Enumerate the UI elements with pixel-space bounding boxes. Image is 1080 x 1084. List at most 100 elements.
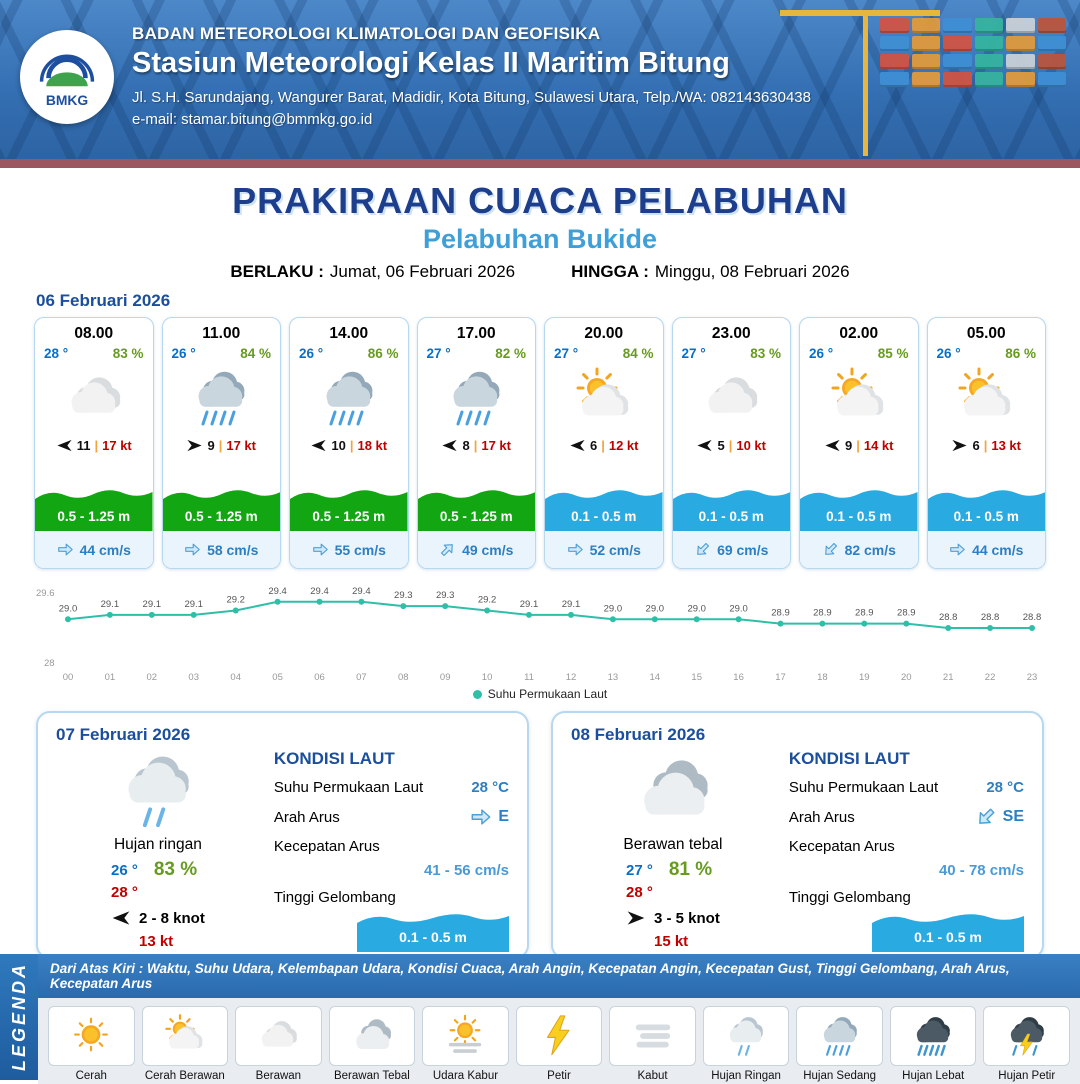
legend-label: Berawan [255, 1070, 302, 1082]
sea-conditions-column: KONDISI LAUT Suhu Permukaan Laut 28 °C A… [775, 747, 1024, 952]
svg-text:22: 22 [985, 672, 996, 683]
air-temp: 26 ° [936, 346, 961, 361]
container-block [943, 18, 972, 33]
wind-row: 6 | 13 kt [928, 435, 1046, 460]
valid-from-date: Jumat, 06 Februari 2026 [329, 262, 516, 281]
weather-icon-kabut [609, 1006, 696, 1066]
separator: | [218, 438, 223, 453]
daily-stats: 27 ° 81 % 28 ° 3 - 5 knot 15 kt [626, 859, 720, 950]
temp-min: 27 ° [625, 862, 653, 879]
separator: | [473, 438, 478, 453]
svg-text:09: 09 [440, 672, 451, 683]
container-block [880, 54, 909, 69]
current-row: 44 cm/s [35, 531, 153, 568]
svg-text:13: 13 [608, 672, 619, 683]
legend-label: Hujan Sedang [803, 1070, 877, 1082]
wave-height: 0.5 - 1.25 m [439, 509, 513, 524]
bmkg-logo-text: BMKG [46, 92, 88, 108]
svg-text:29.2: 29.2 [478, 595, 497, 606]
forecast-card: 17.00 27 ° 82 % 8 | 17 kt 0.5 - 1.25 m 49 c… [416, 317, 536, 569]
air-temp: 26 ° [171, 346, 196, 361]
current-direction-arrow [970, 801, 1001, 832]
wind-direction-arrow [696, 437, 713, 454]
svg-text:29.0: 29.0 [687, 603, 706, 614]
wind-gust: 18 kt [357, 438, 388, 453]
weather-icon-hujan-petir [983, 1006, 1071, 1066]
svg-text:28.8: 28.8 [939, 612, 958, 623]
wind-speed: 6 [589, 438, 598, 453]
wind-direction-arrow [626, 908, 646, 928]
legend-label: Berawan Tebal [333, 1070, 410, 1082]
sst-label: Suhu Permukaan Laut [273, 779, 424, 796]
legend-label: Kabut [637, 1070, 668, 1082]
wind-row: 9 | 17 kt [163, 435, 281, 460]
forecast-card: 23.00 27 ° 83 % 5 | 10 kt 0.1 - 0.5 m 69 cm… [671, 317, 791, 569]
daily-body: Hujan ringan 26 ° 83 % 28 ° 2 - 8 knot 1… [56, 747, 509, 952]
daily-card-08-feb: 08 Februari 2026 Berawan tebal 27 ° 81 %… [551, 711, 1044, 959]
svg-text:29.0: 29.0 [59, 603, 78, 614]
wind-gust: 17 kt [481, 438, 511, 453]
container-block [974, 18, 1003, 33]
svg-text:29.0: 29.0 [646, 603, 665, 614]
wind-speed: 10 [331, 438, 346, 453]
daily-weather-column: Berawan tebal 27 ° 81 % 28 ° 3 - 5 knot … [571, 747, 775, 952]
weather-icon [631, 747, 715, 835]
legend-item: Kabut [609, 1006, 696, 1082]
svg-text:15: 15 [691, 672, 702, 683]
svg-text:28.9: 28.9 [771, 608, 790, 619]
current-speed: 58 cm/s [207, 541, 259, 558]
svg-text:12: 12 [566, 672, 577, 683]
wind-gust: 17 kt [226, 438, 256, 453]
port-name: Pelabuhan Bukide [422, 224, 658, 254]
quay-strip [0, 159, 1080, 168]
legend-title-bar: LEGENDA [0, 954, 38, 1080]
forecast-time: 11.00 [202, 325, 241, 342]
weather-icon-berawan [35, 361, 153, 435]
sea-conditions-heading: KONDISI LAUT [788, 749, 910, 768]
temp-humidity-row: 27 ° 83 % [673, 343, 791, 361]
sea-conditions-heading: KONDISI LAUT [273, 749, 395, 768]
wind-range: 2 - 8 knot [138, 909, 205, 927]
container-block [943, 36, 972, 51]
weather-icon-udara-kabur [422, 1006, 509, 1066]
svg-text:01: 01 [105, 672, 116, 683]
wind-direction-arrow [441, 437, 458, 454]
svg-text:29.0: 29.0 [729, 603, 748, 614]
separator: | [94, 438, 99, 453]
svg-text:29.1: 29.1 [562, 599, 581, 610]
current-speed: 44 cm/s [79, 541, 131, 558]
svg-text:29.1: 29.1 [184, 599, 203, 610]
current-speed: 40 - 78 cm/s [938, 862, 1024, 879]
container-block [880, 18, 909, 33]
wave-height: 0.1 - 0.5 m [914, 929, 982, 945]
wind-speed: 9 [207, 438, 215, 453]
container-block [974, 36, 1003, 51]
valid-from-label: BERLAKU : [230, 262, 324, 281]
wave-height-banner: 0.5 - 1.25 m [417, 485, 535, 531]
humidity: 82 % [495, 346, 526, 361]
weather-icon-hujan-ringan [702, 1006, 790, 1066]
sst-value: 28 °C [471, 779, 509, 796]
weather-icon-hujan-lebat [889, 1006, 977, 1066]
wave-height-banner: 0.1 - 0.5 m [872, 910, 1024, 952]
daily-weather-column: Hujan ringan 26 ° 83 % 28 ° 2 - 8 knot 1… [56, 747, 260, 952]
weather-icon-berawan [235, 1006, 322, 1066]
air-temp: 27 ° [554, 346, 579, 361]
forecast-date: 06 Februari 2026 [36, 291, 171, 310]
wind-row: 8 | 17 kt [418, 435, 536, 460]
svg-text:23: 23 [1027, 672, 1038, 683]
current-row: 69 cm/s [672, 531, 790, 568]
forecast-card: 14.00 26 ° 86 % 10 | 18 kt 0.5 - 1.25 m 55 … [289, 317, 409, 569]
legend-item: Hujan Sedang [796, 1006, 883, 1082]
current-direction-arrow [312, 541, 329, 558]
sst-chart-wrap: 29.0 00 29.1 01 29.1 02 29.1 03 29.2 04 29.4 05 29.4… [34, 575, 1046, 701]
wave-height-banner: 0.1 - 0.5 m [545, 485, 663, 531]
forecast-card: 08.00 28 ° 83 % 11 | 17 kt 0.5 - 1.25 m 44 … [34, 317, 154, 569]
svg-text:10: 10 [482, 672, 493, 683]
wave-height-banner: 0.5 - 1.25 m [290, 485, 408, 531]
wind-speed: 5 [717, 438, 725, 453]
forecast-time: 17.00 [456, 325, 496, 342]
wave-height: 0.1 - 0.5 m [698, 509, 764, 524]
wind-speed: 9 [844, 438, 853, 453]
